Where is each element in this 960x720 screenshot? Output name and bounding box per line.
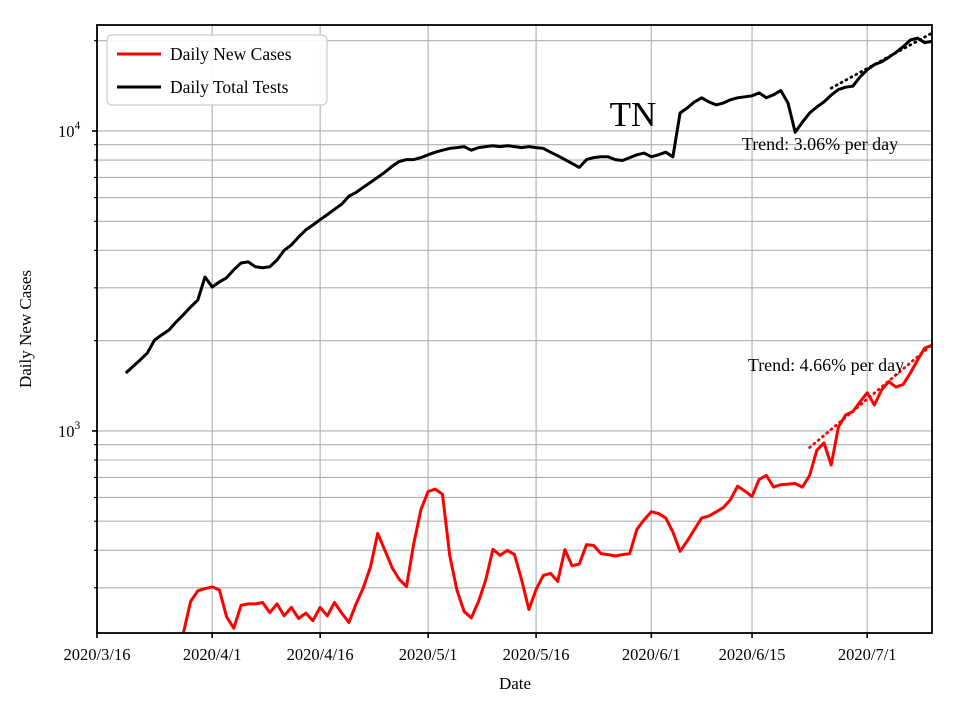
x-tick-label: 2020/4/1 [183,645,242,664]
y-tick-label: 103 [58,420,81,441]
trend-line [829,31,932,90]
legend-label-cases: Daily New Cases [170,44,292,64]
gridlines [96,25,932,633]
x-tick-label: 2020/5/16 [503,645,570,664]
legend-box [106,34,328,106]
x-tick-label: 2020/7/1 [838,645,897,664]
x-tick-label: 2020/5/1 [399,645,458,664]
legend: Daily New Cases Daily Total Tests [106,34,328,106]
x-tick-label: 2020/6/15 [719,645,786,664]
x-tick-label: 2020/4/16 [287,645,354,664]
x-axis-label: Date [499,674,531,693]
data-line [124,36,932,375]
tests-trend-annotation: Trend: 3.06% per day [742,134,898,154]
y-axis-label: Daily New Cases [16,270,35,388]
y-tick-label: 104 [58,120,81,141]
plot-border [96,24,933,634]
y-tick-labels: 104 103 [58,120,81,441]
cases-trend-annotation: Trend: 4.66% per day [748,355,904,375]
legend-label-tests: Daily Total Tests [170,77,289,97]
trend-line [808,343,932,450]
series-lines [124,31,932,633]
chart-title: TN [610,95,657,134]
x-tick-label: 2020/3/16 [64,645,131,664]
data-line [181,343,932,633]
x-tick-label: 2020/6/1 [622,645,681,664]
x-tick-labels: 2020/3/16 2020/4/1 2020/4/16 2020/5/1 20… [64,645,897,664]
axis-ticks [92,40,869,638]
